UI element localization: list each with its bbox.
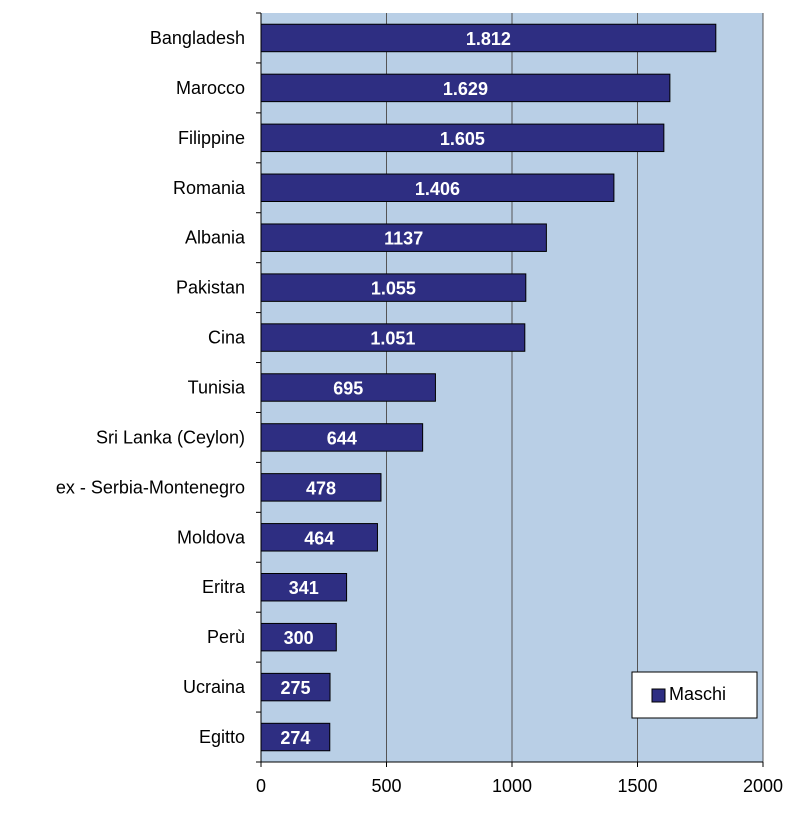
bar-value-label: 1.406 xyxy=(415,179,460,199)
legend-label: Maschi xyxy=(669,684,726,704)
x-tick-label: 1000 xyxy=(492,776,532,796)
category-label: Ucraina xyxy=(183,677,246,697)
x-axis-labels: 0 500 1000 1500 2000 xyxy=(256,776,783,796)
bars xyxy=(260,23,717,752)
bar-value-label: 1.629 xyxy=(443,79,488,99)
bar-value-label: 341 xyxy=(289,578,319,598)
bar-value-label: 464 xyxy=(304,528,334,548)
category-label: Tunisia xyxy=(188,378,246,398)
bar-6 xyxy=(260,273,527,302)
bar-value-label: 1.055 xyxy=(371,279,416,299)
bar-11 xyxy=(260,523,378,552)
data-labels: 1.812 1.629 1.605 1.406 1137 1.055 1.051 695 644… xyxy=(280,29,511,748)
legend: Maschi xyxy=(631,671,758,719)
bar-7 xyxy=(260,323,526,352)
x-tick-label: 1500 xyxy=(617,776,657,796)
x-tick-label: 0 xyxy=(256,776,266,796)
bar-3 xyxy=(260,123,665,153)
category-label: Pakistan xyxy=(176,278,245,298)
axes xyxy=(256,12,764,767)
bar-value-label: 478 xyxy=(306,478,336,498)
category-label: Albania xyxy=(185,228,246,248)
bar-value-label: 695 xyxy=(333,379,363,399)
x-tick-label: 500 xyxy=(371,776,401,796)
bar-value-label: 1.605 xyxy=(440,129,485,149)
bar-value-label: 1.051 xyxy=(370,329,415,349)
legend-swatch xyxy=(651,688,666,703)
bar-value-label: 644 xyxy=(327,428,357,448)
category-label: Cina xyxy=(208,328,246,348)
x-tick-label: 2000 xyxy=(743,776,783,796)
category-label: Egitto xyxy=(199,727,245,747)
category-label: Moldova xyxy=(177,527,246,547)
bar-10 xyxy=(260,473,382,502)
bar-5 xyxy=(260,223,547,252)
bar-value-label: 275 xyxy=(280,678,310,698)
category-label: Marocco xyxy=(176,78,245,98)
category-label: Bangladesh xyxy=(150,28,245,48)
y-axis-labels: Bangladesh Marocco Filippine Romania Albania… xyxy=(56,28,246,747)
bar-value-label: 1.812 xyxy=(466,29,511,49)
bar-value-label: 300 xyxy=(284,628,314,648)
bar-12 xyxy=(260,573,348,602)
category-label: ex - Serbia-Montenegro xyxy=(56,477,245,497)
bar-13 xyxy=(260,622,337,652)
category-label: Perù xyxy=(207,627,245,647)
bar-15 xyxy=(260,722,331,752)
bar-value-label: 1137 xyxy=(384,229,423,249)
bar-value-label: 274 xyxy=(280,728,310,748)
category-label: Sri Lanka (Ceylon) xyxy=(96,427,245,447)
bar-8 xyxy=(260,373,436,402)
category-label: Romania xyxy=(173,178,246,198)
bar-14 xyxy=(260,672,331,702)
category-label: Eritra xyxy=(202,577,246,597)
category-label: Filippine xyxy=(178,128,245,148)
bar-2 xyxy=(260,73,671,103)
